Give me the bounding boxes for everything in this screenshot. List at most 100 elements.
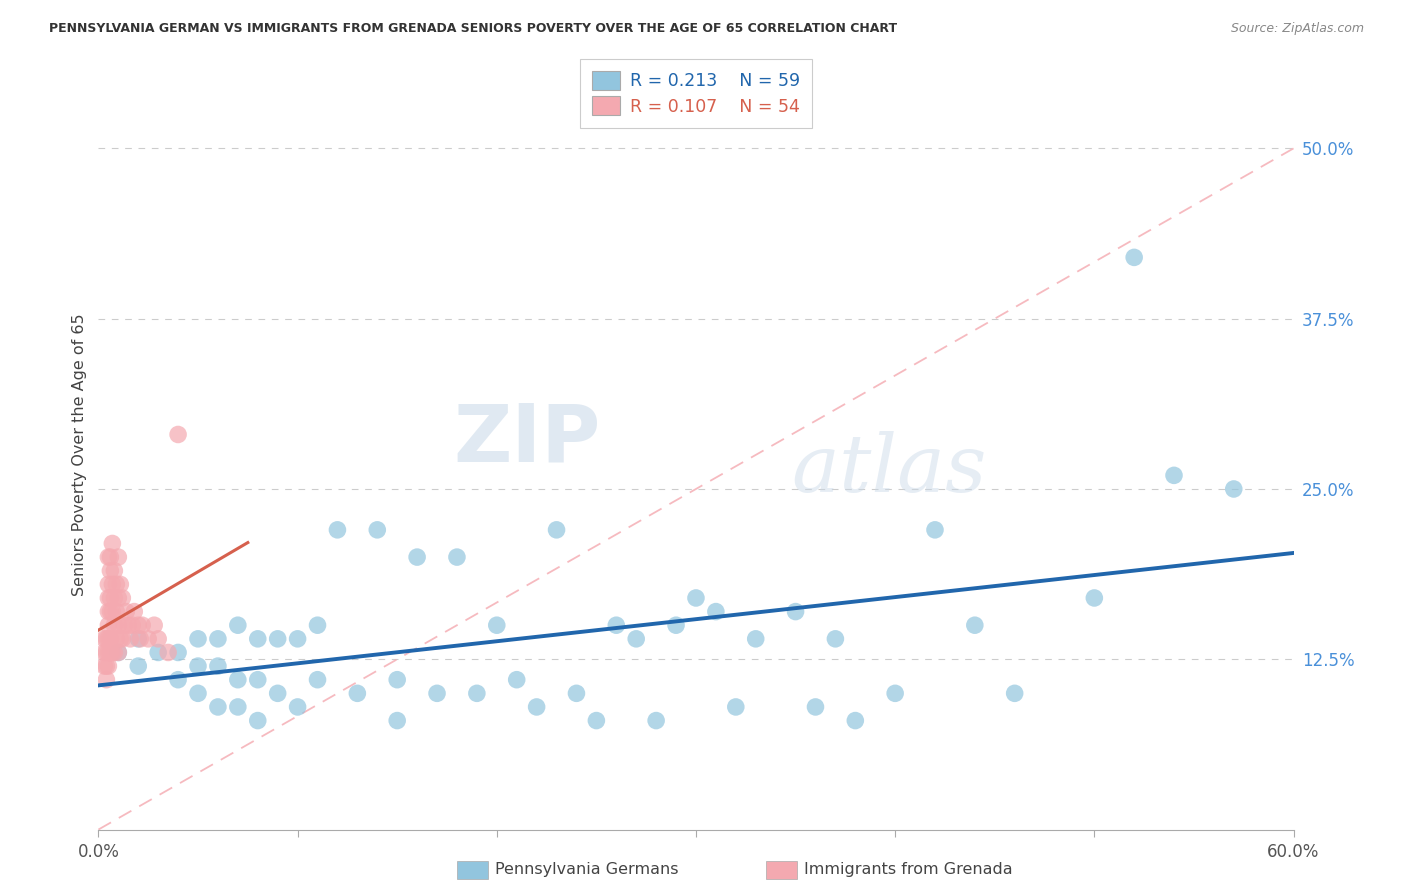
Text: Source: ZipAtlas.com: Source: ZipAtlas.com <box>1230 22 1364 36</box>
Point <box>107 645 129 659</box>
Point <box>143 618 166 632</box>
Point <box>98 564 122 578</box>
Point <box>267 686 290 700</box>
Point <box>785 605 807 619</box>
Point <box>207 632 229 646</box>
Point <box>326 523 349 537</box>
Point <box>287 700 309 714</box>
Point <box>101 605 124 619</box>
Point <box>97 605 120 619</box>
Text: atlas: atlas <box>792 431 987 508</box>
Point <box>96 673 118 687</box>
Point <box>485 618 508 632</box>
Point <box>96 632 118 646</box>
Text: ZIP: ZIP <box>453 401 600 479</box>
Point <box>406 550 429 565</box>
Point <box>844 714 866 728</box>
Point <box>167 645 190 659</box>
Point <box>112 618 135 632</box>
Point <box>167 427 190 442</box>
Point <box>107 591 129 605</box>
Point <box>626 632 648 646</box>
Point <box>98 605 122 619</box>
Point <box>246 673 269 687</box>
Point <box>127 659 149 673</box>
Point <box>226 700 249 714</box>
Point <box>97 632 120 646</box>
Point <box>97 577 120 591</box>
Point <box>366 523 388 537</box>
Text: Pennsylvania Germans: Pennsylvania Germans <box>495 863 679 877</box>
Point <box>111 591 134 605</box>
Point <box>129 632 152 646</box>
Point <box>526 700 548 714</box>
Point <box>101 645 124 659</box>
Point <box>307 618 329 632</box>
Point <box>226 673 249 687</box>
Point <box>97 618 120 632</box>
Point <box>107 550 129 565</box>
Point <box>506 673 529 687</box>
Point <box>107 645 129 659</box>
Point <box>124 605 146 619</box>
Point <box>824 632 846 646</box>
Point <box>465 686 488 700</box>
Point <box>585 714 607 728</box>
Point <box>103 591 125 605</box>
Point <box>105 577 128 591</box>
Point <box>93 659 115 673</box>
Legend: R = 0.213    N = 59, R = 0.107    N = 54: R = 0.213 N = 59, R = 0.107 N = 54 <box>579 59 813 128</box>
Point <box>1123 251 1146 265</box>
Point <box>924 523 946 537</box>
Point <box>1083 591 1105 605</box>
Point <box>307 673 329 687</box>
Point <box>745 632 768 646</box>
Point <box>97 550 120 565</box>
Point <box>98 591 122 605</box>
Point <box>426 686 449 700</box>
Point <box>287 632 309 646</box>
Point <box>101 536 124 550</box>
Point <box>120 632 142 646</box>
Point <box>148 632 170 646</box>
Point <box>110 577 132 591</box>
Point <box>665 618 688 632</box>
Point <box>207 659 229 673</box>
Point <box>98 632 122 646</box>
Point <box>96 645 118 659</box>
Point <box>385 673 409 687</box>
Point <box>546 523 568 537</box>
Text: PENNSYLVANIA GERMAN VS IMMIGRANTS FROM GRENADA SENIORS POVERTY OVER THE AGE OF 6: PENNSYLVANIA GERMAN VS IMMIGRANTS FROM G… <box>49 22 897 36</box>
Point <box>111 632 134 646</box>
Point <box>187 632 209 646</box>
Y-axis label: Seniors Poverty Over the Age of 65: Seniors Poverty Over the Age of 65 <box>72 314 87 596</box>
Point <box>117 618 139 632</box>
Point <box>1004 686 1026 700</box>
Point <box>645 714 668 728</box>
Point <box>103 618 125 632</box>
Point <box>103 645 125 659</box>
Point <box>127 632 149 646</box>
Point <box>93 645 115 659</box>
Point <box>103 564 125 578</box>
Point <box>724 700 747 714</box>
Point <box>267 632 290 646</box>
Point <box>246 714 269 728</box>
Point <box>884 686 907 700</box>
Point <box>105 632 128 646</box>
Point <box>107 618 129 632</box>
Point <box>226 618 249 632</box>
Point <box>187 686 209 700</box>
Point <box>804 700 827 714</box>
Point <box>93 632 115 646</box>
Point <box>148 645 170 659</box>
Text: Immigrants from Grenada: Immigrants from Grenada <box>804 863 1012 877</box>
Point <box>97 659 120 673</box>
Point <box>98 645 122 659</box>
Point <box>346 686 368 700</box>
Point <box>101 577 124 591</box>
Point <box>121 618 143 632</box>
Point <box>446 550 468 565</box>
Point <box>115 605 138 619</box>
Point <box>207 700 229 714</box>
